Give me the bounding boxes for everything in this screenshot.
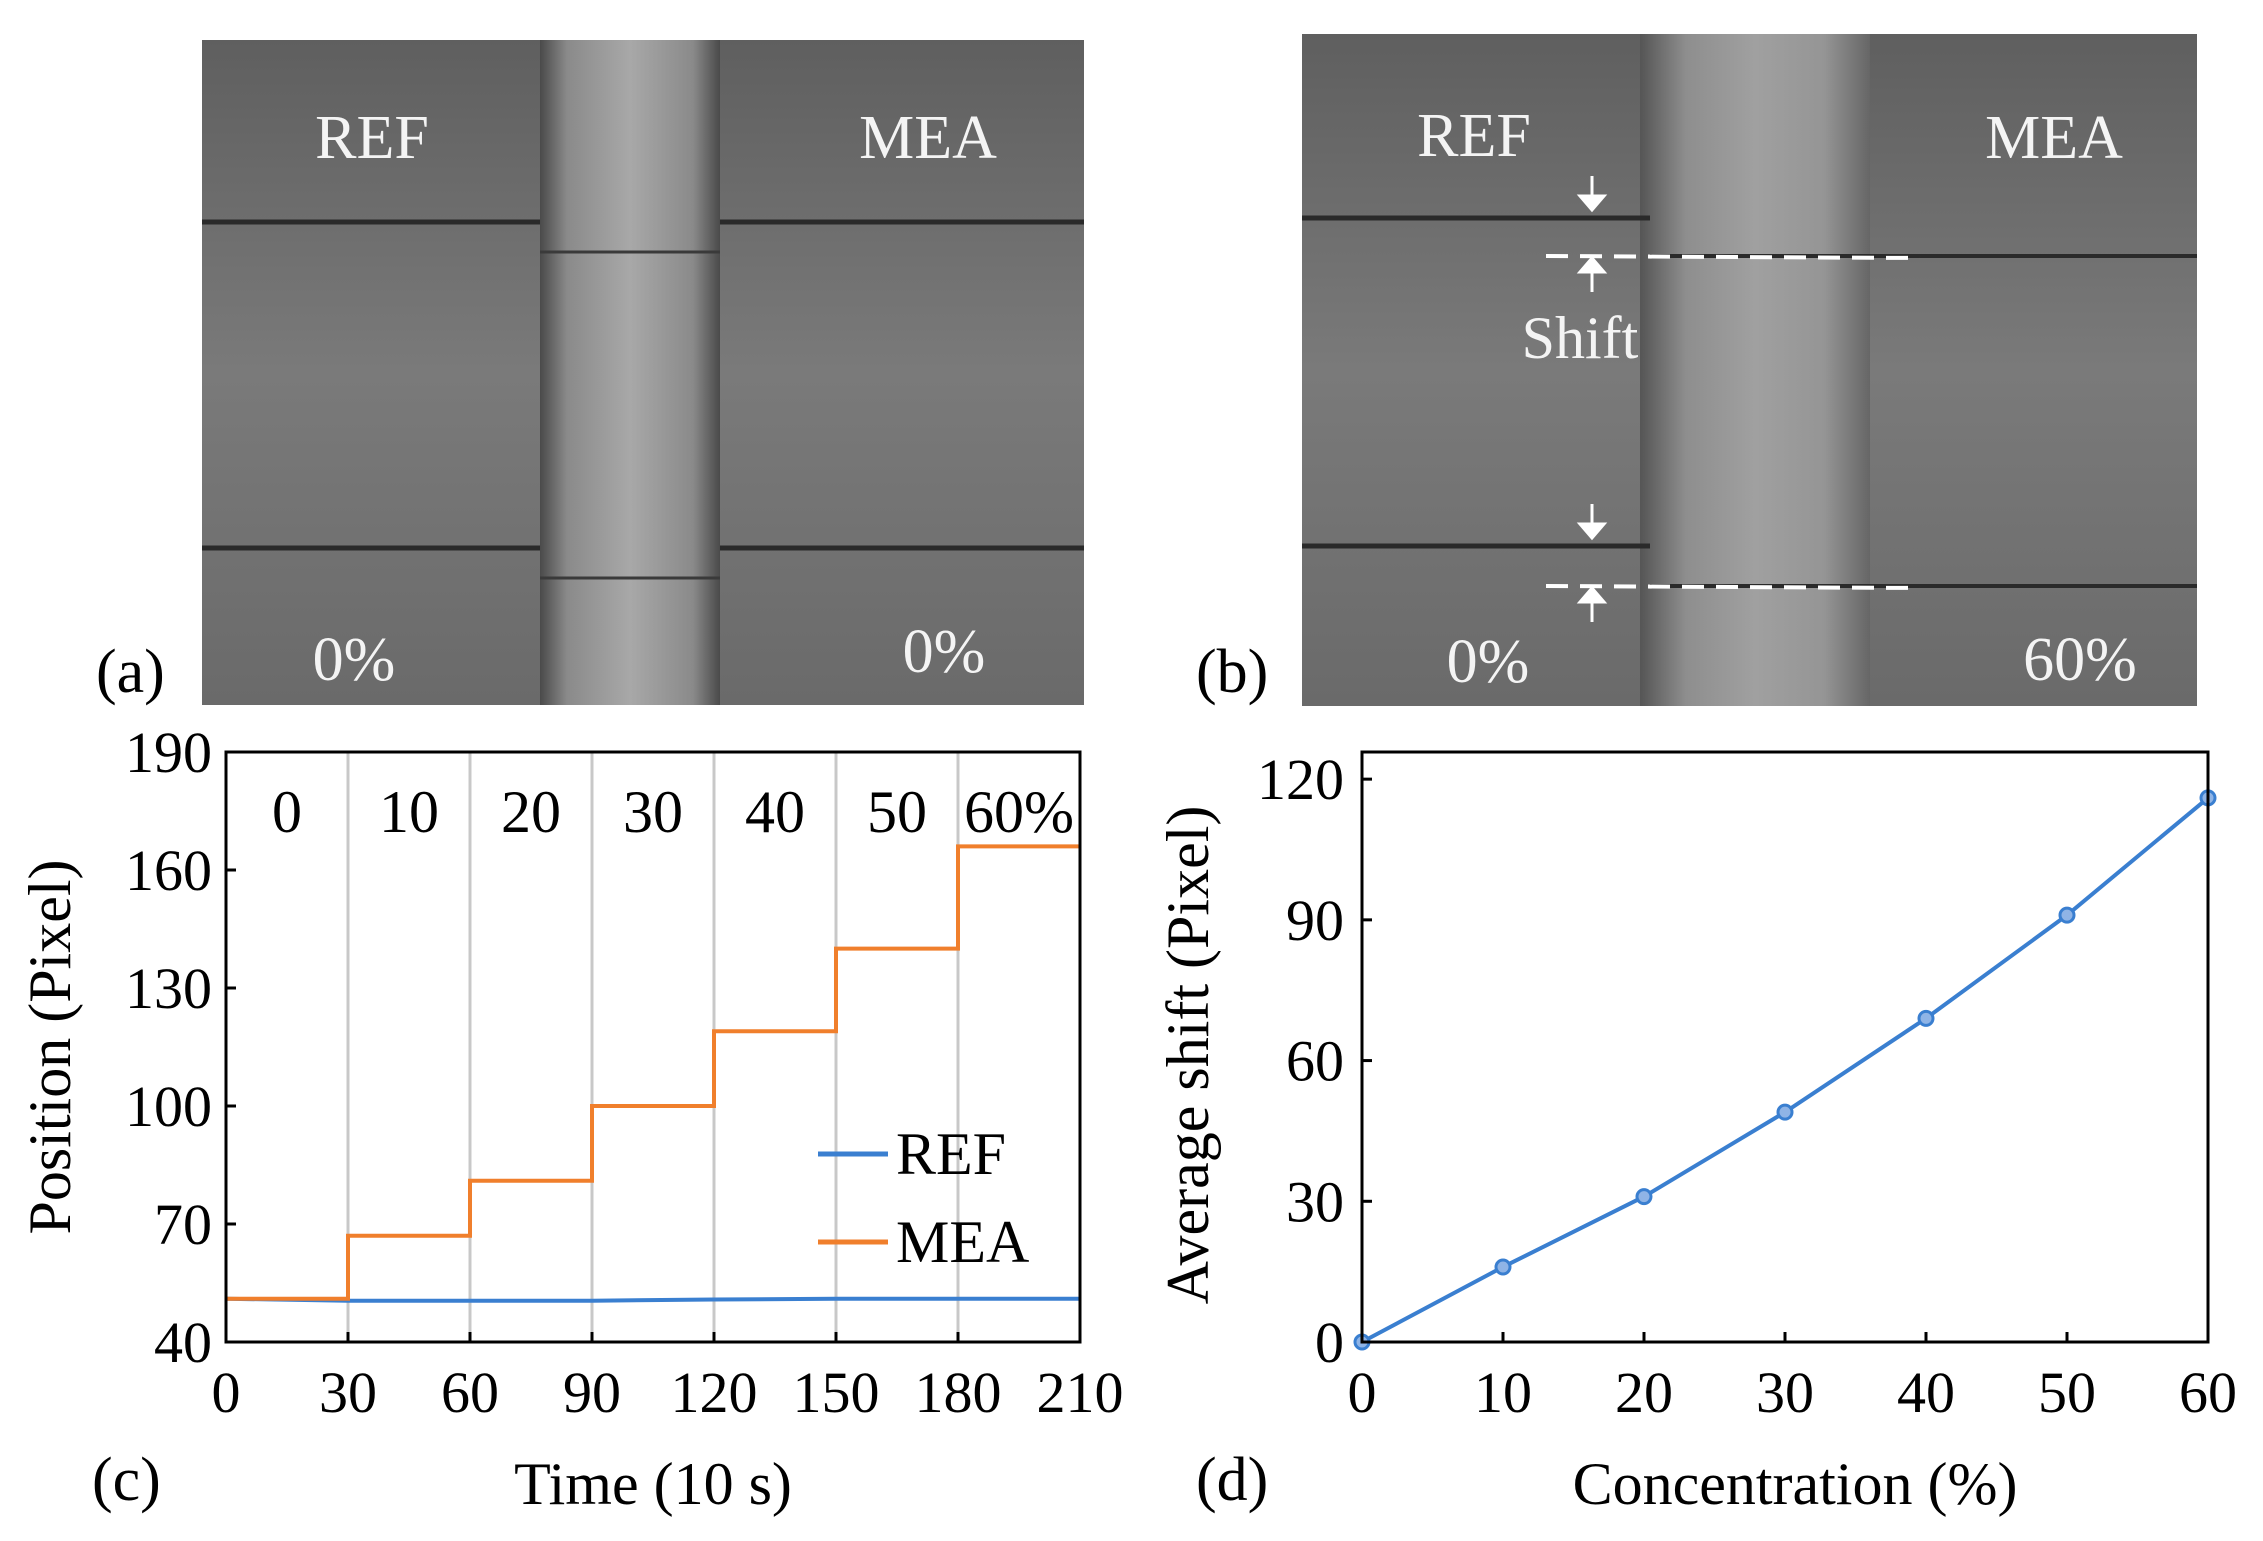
chart-d-y-tick-label: 90	[1286, 888, 1344, 953]
chart-c-x-tick-label: 210	[1037, 1360, 1124, 1425]
chart-c-x-tick-label: 60	[441, 1360, 499, 1425]
chart-d-point	[1776, 1103, 1794, 1121]
chart-d-x-tick-label: 20	[1615, 1360, 1673, 1425]
chart-d-y-tick-label: 120	[1257, 747, 1344, 812]
panel-c-label: (c)	[92, 1446, 161, 1514]
chart-c-x-axis-label: Time (10 s)	[514, 1451, 792, 1517]
panel-b-label: (b)	[1196, 638, 1268, 706]
panel-b: REF MEA Shift 0% 60% (b)	[1196, 34, 2197, 706]
chart-c-series	[225, 844, 1080, 1303]
chart-c-segment-label: 10	[379, 779, 439, 845]
chart-d-x-tick-label: 10	[1474, 1360, 1532, 1425]
panel-b-mea-label: MEA	[1985, 104, 2123, 172]
chart-c-y-axis-label: Position (Pixel)	[17, 859, 83, 1234]
panel-a-channel	[540, 40, 720, 705]
panel-b-shift-arrows	[1576, 176, 1608, 622]
chart-c-legend: REF MEA	[818, 1121, 1029, 1275]
chart-c-segment-label: 60%	[964, 779, 1074, 845]
chart-c-y-tick-label: 100	[125, 1074, 212, 1139]
chart-c-segment-label: 50	[867, 779, 927, 845]
panel-a-mea-label: MEA	[859, 104, 997, 172]
chart-d-y-tick-label: 60	[1286, 1029, 1344, 1094]
chart-c-legend-label-mea: MEA	[896, 1209, 1029, 1275]
chart-c-segment-label: 40	[745, 779, 805, 845]
panel-b-channel	[1640, 34, 1870, 706]
chart-c-segment-label: 20	[501, 779, 561, 845]
panel-a-mea-conc: 0%	[903, 618, 986, 686]
panel-b-ref-conc: 0%	[1447, 628, 1530, 696]
panel-b-shift-label: Shift	[1522, 305, 1639, 371]
chart-c-y-tick-label: 130	[125, 956, 212, 1021]
chart-d-x-tick-label: 0	[1348, 1360, 1377, 1425]
chart-d-series-line	[1361, 796, 2210, 1344]
chart-c-x-tick-label: 150	[793, 1360, 880, 1425]
chart-c-series-ref	[225, 1296, 1080, 1303]
chart-c-y-tick-label: 40	[154, 1310, 212, 1375]
chart-d-x-tick-label: 30	[1756, 1360, 1814, 1425]
panel-b-dashed-bottom	[1545, 584, 1921, 590]
chart-d-x-ticks: 0 10 20 30 40 50 60	[1348, 1332, 2237, 1425]
panel-a-ref-label: REF	[315, 104, 429, 172]
panel-b-dashed-top	[1545, 254, 1921, 260]
panel-d-label: (d)	[1196, 1446, 1268, 1514]
chart-d-y-axis-label: Average shift (Pixel)	[1155, 806, 1221, 1305]
chart-d-x-tick-label: 40	[1897, 1360, 1955, 1425]
chart-c-y-ticks: 40 70 100 130 160 190	[125, 720, 236, 1375]
chart-d-x-tick-label: 50	[2038, 1360, 2096, 1425]
panel-a-label: (a)	[96, 638, 165, 706]
chart-c-x-ticks: 0 30 60 90 120 150 180 210	[212, 1332, 1124, 1425]
chart-c-plot-area	[224, 750, 1082, 1344]
panel-a: REF MEA 0% 0% (a)	[96, 40, 1084, 706]
panel-a-ref-conc: 0%	[313, 626, 396, 694]
chart-c-segment-label: 30	[623, 779, 683, 845]
chart-d-series	[1353, 789, 2217, 1351]
chart-c-legend-label-ref: REF	[896, 1121, 1006, 1187]
chart-d-y-tick-label: 30	[1286, 1169, 1344, 1234]
chart-c: 40 70 100 130 160 190 0 30 60 90 120 150 180 210 0 10…	[17, 720, 1124, 1517]
chart-c-segment-labels: 0 10 20 30 40 50 60%	[272, 779, 1074, 845]
chart-c-y-tick-label: 70	[154, 1192, 212, 1257]
chart-d-y-ticks: 0 30 60 90 120	[1257, 747, 1372, 1375]
chart-c-x-tick-label: 30	[319, 1360, 377, 1425]
chart-d: 0 30 60 90 120 0 10 20 30 40 50 60 Concentration (…	[1155, 747, 2237, 1517]
chart-c-y-tick-label: 190	[125, 720, 212, 785]
panel-b-mea-conc: 60%	[2023, 626, 2137, 694]
chart-d-plot-area	[1360, 750, 2210, 1344]
chart-d-x-tick-label: 60	[2179, 1360, 2237, 1425]
chart-d-point	[1494, 1258, 1512, 1276]
chart-d-point	[1917, 1009, 1935, 1027]
chart-d-y-tick-label: 0	[1315, 1310, 1344, 1375]
panel-b-ref-label: REF	[1417, 102, 1531, 170]
chart-c-x-tick-label: 180	[915, 1360, 1002, 1425]
chart-c-x-tick-label: 90	[563, 1360, 621, 1425]
chart-d-point	[1635, 1188, 1653, 1206]
chart-c-x-tick-label: 120	[671, 1360, 758, 1425]
chart-c-y-tick-label: 160	[125, 838, 212, 903]
chart-d-x-axis-label: Concentration (%)	[1573, 1451, 2018, 1517]
chart-c-segment-label: 0	[272, 779, 302, 845]
chart-c-x-tick-label: 0	[212, 1360, 241, 1425]
chart-c-series-mea	[226, 844, 1080, 1301]
chart-d-point	[2058, 906, 2076, 924]
